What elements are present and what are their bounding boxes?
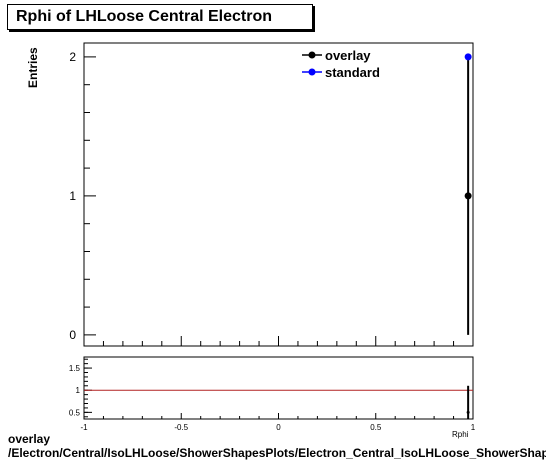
data-point-standard: [464, 53, 472, 61]
x-tick-label: 0.5: [370, 423, 382, 432]
title-box: Rphi of LHLoose Central Electron: [7, 4, 313, 30]
main-points: [464, 53, 472, 335]
y-tick-label: 2: [69, 50, 76, 64]
ratio-y-tick-label: 0.5: [69, 408, 81, 417]
footer-line-1: overlay: [8, 432, 51, 446]
main-ticks: 0 1 2: [69, 50, 96, 342]
data-point-overlay: [464, 192, 472, 200]
legend-label-overlay: overlay: [325, 48, 371, 63]
ratio-y-tick-label: 1.5: [69, 364, 81, 373]
ratio-points: [84, 385, 473, 419]
y-tick-label: 1: [69, 189, 76, 203]
x-tick-label: 0: [276, 423, 281, 432]
footer-line-2: /Electron/Central/IsoLHLoose/ShowerShape…: [8, 446, 546, 460]
footer: overlay /Electron/Central/IsoLHLoose/Sho…: [8, 432, 546, 460]
legend-marker: [308, 51, 316, 59]
chart-title: Rphi of LHLoose Central Electron: [16, 8, 273, 25]
x-tick-label: -0.5: [174, 423, 188, 432]
ratio-plot-frame: [83, 356, 474, 420]
legend-label-standard: standard: [325, 65, 380, 80]
x-axis-label: Rphi: [452, 430, 469, 439]
x-tick-label: -1: [80, 423, 88, 432]
legend: overlay standard: [302, 48, 380, 80]
x-tick-label: 1: [471, 423, 476, 432]
ratio-point: [466, 410, 470, 414]
x-ticks: -1 -0.5 0 0.5 1: [80, 336, 476, 432]
ratio-y-tick-label: 1: [76, 386, 81, 395]
main-plot-frame: [83, 42, 474, 347]
y-tick-label: 0: [69, 328, 76, 342]
ratio-ticks: 0.5 1 1.5: [69, 358, 92, 417]
legend-marker: [308, 68, 316, 76]
